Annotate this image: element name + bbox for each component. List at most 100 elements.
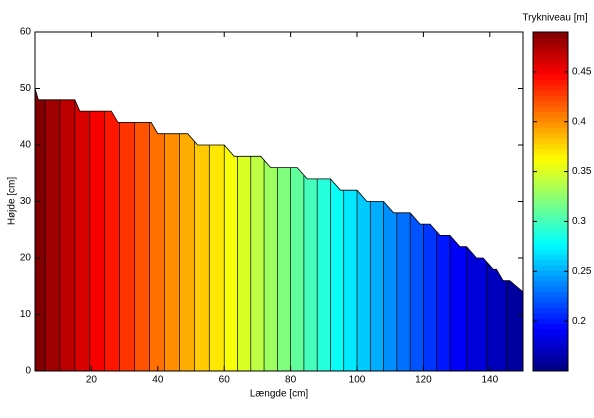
colorbar-cell: [533, 90, 568, 97]
colorbar-cell: [533, 47, 568, 54]
colorbar-cell: [533, 318, 568, 324]
colorbar-cell: [533, 286, 568, 293]
colorbar-cell: [533, 307, 568, 314]
colorbar-cell: [533, 243, 568, 250]
colorbar-cell: [533, 106, 568, 112]
band: [224, 88, 238, 371]
colorbar-cell: [533, 296, 568, 303]
colorbar-cell: [533, 58, 568, 65]
y-tick-label: 20: [20, 253, 32, 264]
x-tick-label: 140: [481, 375, 498, 386]
band: [74, 88, 90, 371]
colorbar-cell: [533, 148, 568, 155]
colorbar-cell: [533, 259, 568, 266]
colorbar-cell: [533, 280, 568, 287]
colorbar-cell: [533, 349, 568, 356]
colorbar-tick-label: 0.45: [572, 67, 592, 78]
colorbar-cell: [533, 333, 568, 340]
colorbar-cell: [533, 238, 568, 245]
colorbar-cell: [533, 143, 568, 150]
colorbar-cell: [533, 291, 568, 298]
band: [104, 88, 120, 371]
colorbar-cell: [533, 69, 568, 75]
colorbar-box: [532, 31, 569, 372]
colorbar-cell: [533, 185, 568, 192]
band: [44, 88, 60, 371]
colorbar-cell: [533, 79, 568, 86]
colorbar-cell: [533, 360, 568, 367]
colorbar-cell: [533, 111, 568, 118]
colorbar-cell: [533, 84, 568, 91]
band: [89, 88, 105, 371]
colorbar-tick-label: 0.4: [572, 116, 586, 127]
colorbar-cell: [533, 233, 568, 240]
band: [194, 88, 210, 371]
y-tick-label: 10: [20, 309, 32, 320]
colorbar-cell: [533, 53, 568, 59]
colorbar-cell: [533, 37, 568, 44]
colorbar-cell: [533, 196, 568, 202]
band: [164, 88, 180, 371]
band: [179, 88, 195, 371]
y-tick-label: 40: [20, 140, 32, 151]
colorbar-cell: [533, 201, 568, 208]
colorbar-cell: [533, 227, 568, 234]
colorbar-cell: [533, 302, 568, 308]
colorbar-cell: [533, 249, 568, 255]
band: [35, 88, 45, 371]
colorbar-cell: [533, 265, 568, 271]
colorbar-cell: [533, 339, 568, 346]
colorbar-cell: [533, 365, 568, 372]
x-tick-label: 80: [285, 375, 297, 386]
colorbar-cell: [533, 180, 568, 187]
colorbar-cell: [533, 254, 568, 261]
colorbar-cell: [533, 222, 568, 229]
x-axis-label: Længde [cm]: [250, 389, 309, 400]
colorbar-tick-label: 0.25: [572, 266, 592, 277]
colorbar-cell: [533, 122, 568, 128]
colorbar-cell: [533, 63, 568, 70]
band: [119, 88, 135, 371]
colorbar-cell: [533, 42, 568, 49]
colorbar-cell: [533, 312, 568, 319]
colorbar-cell: [533, 95, 568, 102]
colorbar-cell: [533, 169, 568, 176]
colorbar-cell: [533, 100, 568, 107]
band: [59, 88, 75, 371]
colorbar-cell: [533, 116, 568, 123]
colorbar-cell: [533, 190, 568, 197]
colorbar-tick-label: 0.2: [572, 316, 586, 327]
colorbar-cell: [533, 270, 568, 277]
colorbar-label: Trykniveau [m]: [522, 13, 587, 24]
colorbar-cell: [533, 217, 568, 224]
colorbar-cell: [533, 159, 568, 165]
y-tick-label: 30: [20, 196, 32, 207]
x-tick-label: 60: [219, 375, 231, 386]
colorbar-cell: [533, 344, 568, 351]
colorbar-tick-label: 0.3: [572, 216, 586, 227]
band: [250, 88, 265, 371]
colorbar-cell: [533, 355, 568, 361]
y-tick-label: 0: [25, 366, 31, 377]
colorbar-cell: [533, 137, 568, 144]
colorbar-cell: [533, 153, 568, 160]
y-tick-label: 60: [20, 27, 32, 38]
band: [209, 88, 225, 371]
colorbar-tick-label: 0.35: [572, 166, 592, 177]
colorbar-cell: [533, 275, 568, 282]
band: [237, 88, 251, 371]
colorbar-cell: [533, 32, 568, 38]
x-tick-label: 40: [152, 375, 164, 386]
colorbar-cell: [533, 212, 568, 218]
colorbar-cell: [533, 127, 568, 134]
colorbar-cell: [533, 164, 568, 171]
colorbar-cell: [533, 74, 568, 81]
colorbar-cell: [533, 132, 568, 139]
x-tick-label: 120: [415, 375, 432, 386]
colorbar-cell: [533, 175, 568, 181]
x-tick-label: 100: [349, 375, 366, 386]
domain-boundary: [34, 88, 524, 293]
colorbar-cell: [533, 206, 568, 213]
band: [134, 88, 150, 371]
